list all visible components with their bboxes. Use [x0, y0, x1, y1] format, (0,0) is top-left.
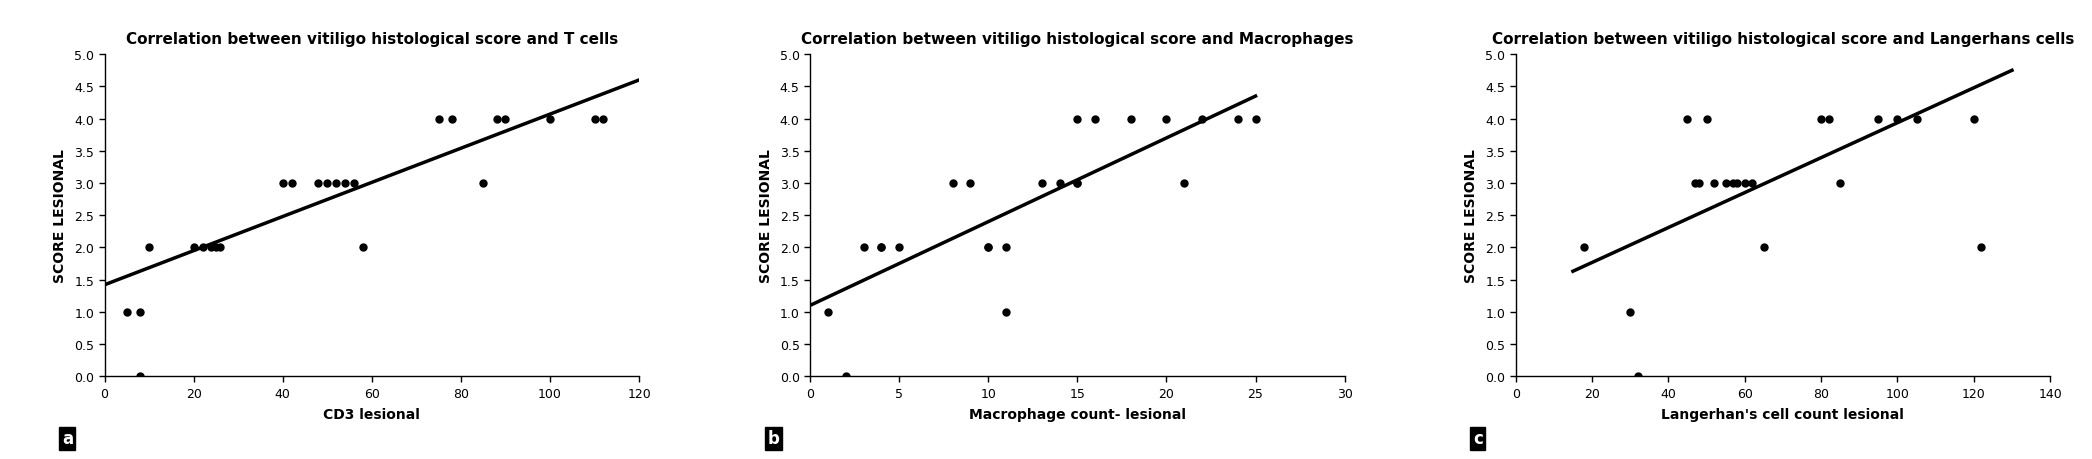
Point: [123, 373, 157, 380]
Point: [186, 244, 220, 252]
Point: [1881, 116, 1914, 123]
Point: [266, 180, 299, 187]
Point: [467, 180, 500, 187]
Point: [971, 244, 1004, 252]
Point: [301, 180, 335, 187]
X-axis label: Macrophage count- lesional: Macrophage count- lesional: [969, 407, 1186, 420]
Point: [320, 180, 354, 187]
Point: [577, 116, 611, 123]
Point: [1678, 180, 1711, 187]
Point: [1736, 180, 1770, 187]
Point: [195, 244, 228, 252]
Point: [1151, 116, 1184, 123]
Point: [1061, 180, 1094, 187]
Point: [1672, 116, 1705, 123]
Point: [1824, 180, 1858, 187]
Point: [1958, 116, 1992, 123]
Point: [1862, 116, 1895, 123]
X-axis label: CD3 lesional: CD3 lesional: [324, 407, 420, 420]
Point: [123, 308, 157, 316]
Point: [954, 180, 987, 187]
Point: [1900, 116, 1933, 123]
Point: [586, 116, 619, 123]
Point: [490, 116, 523, 123]
Point: [1621, 373, 1655, 380]
Point: [883, 244, 916, 252]
Point: [864, 244, 897, 252]
Point: [1061, 180, 1094, 187]
Point: [203, 244, 236, 252]
Point: [178, 244, 211, 252]
Point: [1812, 116, 1845, 123]
Point: [1567, 244, 1600, 252]
X-axis label: Langerhan's cell count lesional: Langerhan's cell count lesional: [1661, 407, 1904, 420]
Point: [990, 308, 1023, 316]
Point: [423, 116, 456, 123]
Point: [1720, 180, 1753, 187]
Point: [1682, 180, 1715, 187]
Title: Correlation between vitiligo histological score and Langerhans cells: Correlation between vitiligo histologica…: [1492, 32, 2073, 47]
Point: [435, 116, 469, 123]
Point: [1747, 244, 1780, 252]
Point: [199, 244, 232, 252]
Point: [990, 244, 1023, 252]
Point: [111, 308, 144, 316]
Point: [847, 244, 881, 252]
Point: [971, 244, 1004, 252]
Point: [1115, 116, 1149, 123]
Point: [1079, 116, 1113, 123]
Point: [1709, 180, 1743, 187]
Point: [479, 116, 513, 123]
Point: [310, 180, 343, 187]
Point: [1697, 180, 1730, 187]
Point: [274, 180, 308, 187]
Point: [1613, 308, 1646, 316]
Point: [864, 244, 897, 252]
Text: a: a: [63, 429, 73, 447]
Point: [328, 180, 362, 187]
Point: [812, 308, 845, 316]
Point: [1186, 116, 1220, 123]
Title: Correlation between vitiligo histological score and Macrophages: Correlation between vitiligo histologica…: [801, 32, 1354, 47]
Y-axis label: SCORE LESIONAL: SCORE LESIONAL: [52, 149, 67, 283]
Point: [1718, 180, 1751, 187]
Point: [1222, 116, 1255, 123]
Point: [1061, 116, 1094, 123]
Point: [1042, 180, 1075, 187]
Point: [1025, 180, 1059, 187]
Point: [132, 244, 165, 252]
Title: Correlation between vitiligo histological score and T cells: Correlation between vitiligo histologica…: [126, 32, 617, 47]
Point: [1238, 116, 1272, 123]
Point: [828, 373, 862, 380]
Point: [533, 116, 567, 123]
Point: [1805, 116, 1839, 123]
Point: [345, 244, 379, 252]
Point: [337, 180, 370, 187]
Point: [1964, 244, 1998, 252]
Point: [1728, 180, 1761, 187]
Y-axis label: SCORE LESIONAL: SCORE LESIONAL: [1464, 149, 1479, 283]
Text: b: b: [768, 429, 778, 447]
Point: [1690, 116, 1724, 123]
Point: [1167, 180, 1201, 187]
Point: [935, 180, 969, 187]
Text: c: c: [1473, 429, 1483, 447]
Y-axis label: SCORE LESIONAL: SCORE LESIONAL: [759, 149, 772, 283]
